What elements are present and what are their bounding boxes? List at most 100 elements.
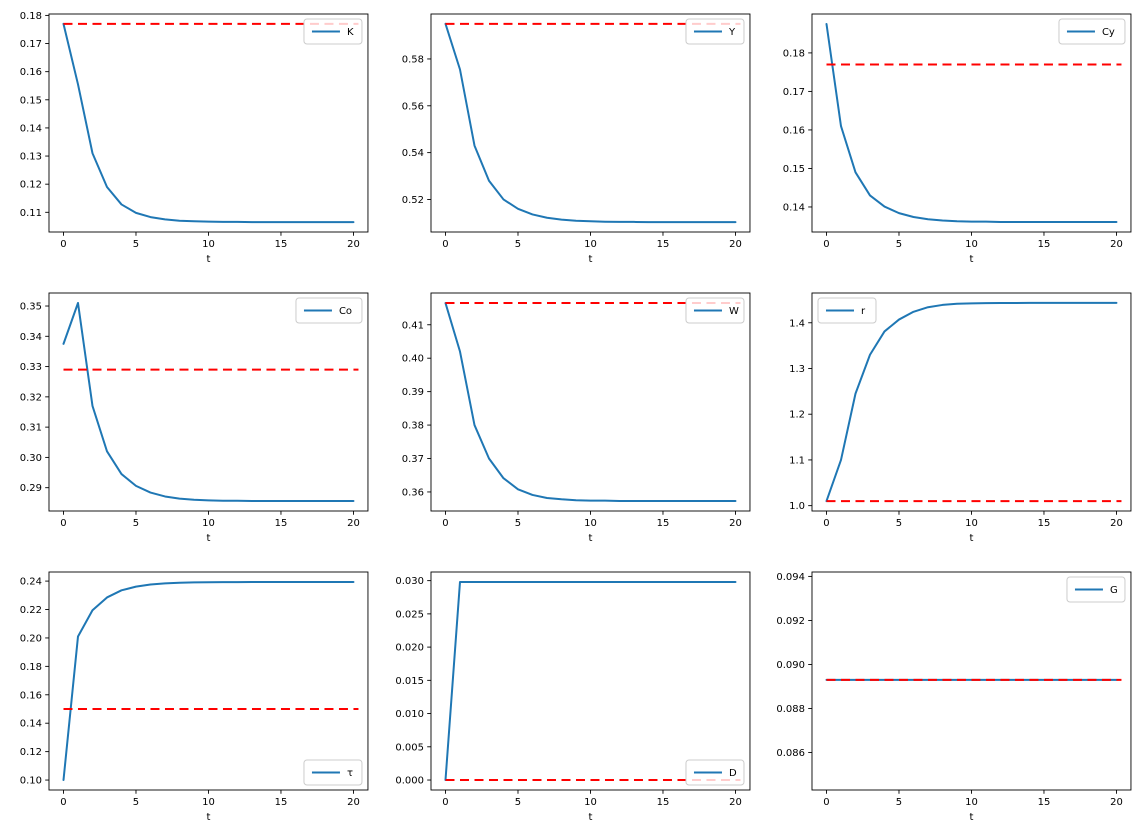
svg-text:0.35: 0.35 [20,302,42,313]
x-axis-label: t [970,812,974,823]
chart-canvas-Cy: 0 5 10 15 20 t 0.14 0.15 0.16 0.17 0.18 Cy [783,13,1132,265]
svg-text:0.025: 0.025 [395,609,424,620]
svg-text:15: 15 [656,239,669,250]
svg-text:5: 5 [896,518,902,529]
svg-text:0.18: 0.18 [783,48,805,59]
svg-text:20: 20 [729,797,742,808]
legend-G: G [1066,576,1126,603]
svg-text:0.000: 0.000 [395,776,424,787]
x-axis-label: t [588,533,592,544]
svg-text:0.14: 0.14 [20,719,42,730]
subplot-G: 0 5 10 15 20 t 0.086 0.088 0.090 0.092 0.094 G [763,558,1145,837]
legend-label-D: D [729,768,737,779]
svg-text:0.33: 0.33 [20,362,42,373]
svg-text:0: 0 [442,239,448,250]
x-axis-tau: 0 5 10 15 20 t [60,790,360,823]
svg-text:20: 20 [347,518,360,529]
svg-text:0: 0 [824,518,830,529]
svg-text:0.17: 0.17 [783,87,805,98]
svg-text:0: 0 [442,797,448,808]
subplot-tau: 0 5 10 15 20 t 0.10 0.12 0.14 0.16 0.18 0.20 0.22 0.2… [0,558,382,837]
x-axis-K: 0 5 10 15 20 t [60,232,360,265]
svg-text:1.1: 1.1 [789,455,805,466]
svg-text:0.14: 0.14 [783,202,805,213]
svg-text:0.40: 0.40 [401,354,423,365]
legend-W: W [685,297,745,324]
svg-text:0.16: 0.16 [783,125,805,136]
svg-text:15: 15 [656,797,669,808]
subplot-Cy: 0 5 10 15 20 t 0.14 0.15 0.16 0.17 0.18 Cy [763,0,1145,279]
svg-text:0.020: 0.020 [395,643,424,654]
x-axis-label: t [207,533,211,544]
svg-text:0.34: 0.34 [20,332,42,343]
svg-text:0.38: 0.38 [401,421,423,432]
svg-text:0: 0 [824,239,830,250]
legend-label-Cy: Cy [1102,27,1115,38]
svg-text:0.24: 0.24 [20,577,42,588]
svg-text:0.16: 0.16 [20,690,42,701]
svg-text:0.092: 0.092 [777,616,806,627]
legend-label-W: W [729,306,739,317]
svg-text:0.58: 0.58 [401,54,423,65]
svg-text:0.30: 0.30 [20,453,42,464]
svg-text:0.13: 0.13 [20,152,42,163]
plot-border-tau [48,571,369,791]
svg-text:20: 20 [347,239,360,250]
plot-border-Co [48,292,369,512]
y-axis-Y: 0.52 0.54 0.56 0.58 [401,54,431,206]
legend-Y: Y [685,18,745,45]
svg-text:0.22: 0.22 [20,605,42,616]
plot-border-D [430,571,751,791]
legend-Cy: Cy [1058,18,1126,45]
plot-border-W [430,292,751,512]
svg-text:0.14: 0.14 [20,123,42,134]
svg-text:15: 15 [275,518,288,529]
svg-text:0.29: 0.29 [20,483,42,494]
svg-text:0.094: 0.094 [777,572,806,583]
series-line-Cy [825,23,1118,223]
series-line-tau [62,580,355,782]
y-axis-W: 0.36 0.37 0.38 0.39 0.40 0.41 [401,320,431,498]
svg-text:0.17: 0.17 [20,39,42,50]
svg-text:0: 0 [60,239,66,250]
series-line-Y [444,22,737,224]
svg-text:0: 0 [824,797,830,808]
plot-border-Y [430,13,751,233]
svg-text:0.56: 0.56 [401,101,423,112]
svg-text:20: 20 [1110,518,1123,529]
svg-text:0.37: 0.37 [401,454,423,465]
svg-text:0.18: 0.18 [20,11,42,22]
svg-text:0.086: 0.086 [777,748,806,759]
svg-text:1.4: 1.4 [789,318,805,329]
x-axis-label: t [588,254,592,265]
x-axis-label: t [207,254,211,265]
x-axis-G: 0 5 10 15 20 t [824,790,1123,823]
plot-border-Cy [811,13,1132,233]
svg-text:10: 10 [584,239,597,250]
svg-text:0.41: 0.41 [401,320,423,331]
svg-text:10: 10 [965,518,978,529]
svg-text:0.15: 0.15 [20,95,42,106]
x-axis-W: 0 5 10 15 20 t [442,511,741,544]
svg-text:20: 20 [1110,797,1123,808]
svg-text:10: 10 [584,797,597,808]
svg-text:0: 0 [60,797,66,808]
svg-text:0.18: 0.18 [20,662,42,673]
svg-text:0.11: 0.11 [20,208,42,219]
svg-text:0.010: 0.010 [395,709,424,720]
subplot-Y: 0 5 10 15 20 t 0.52 0.54 0.56 0.58 Y [382,0,764,279]
svg-text:5: 5 [896,797,902,808]
y-axis-G: 0.086 0.088 0.090 0.092 0.094 [777,572,813,759]
svg-text:10: 10 [965,797,978,808]
chart-canvas-K: 0 5 10 15 20t0.110.120.130.140.150.160.170.1… [20,11,369,265]
svg-text:15: 15 [1038,239,1051,250]
y-axis-r: 1.0 1.1 1.2 1.3 1.4 [789,318,813,512]
plot-border-r [811,292,1132,512]
svg-text:5: 5 [896,239,902,250]
x-axis-label: t [970,254,974,265]
series-line-D [444,580,737,782]
svg-text:10: 10 [202,239,215,250]
subplot-K: 0 5 10 15 20 t 0.11 0.12 0.13 0.14 0.15 0.16 0.17 0.1… [0,0,382,279]
subplot-D: 0 5 10 15 20 t 0.000 0.005 0.010 0.015 0.020 0.025 0… [382,558,764,837]
